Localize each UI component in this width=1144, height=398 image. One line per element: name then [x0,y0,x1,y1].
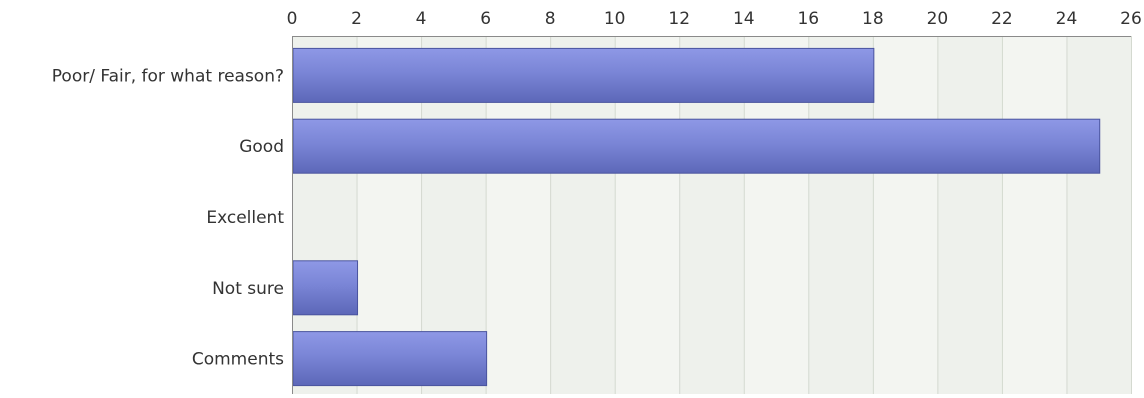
x-tick-label: 10 [604,9,626,29]
x-tick-label: 12 [668,9,690,29]
x-tick-label: 8 [545,9,556,29]
x-tick-label: 16 [797,9,819,29]
x-axis-tick-labels: 0 2 4 6 8 10 12 14 16 18 20 22 24 26 [287,9,1142,29]
category-label: Good [239,137,284,157]
axes-group [292,36,1131,394]
category-label: Not sure [212,279,284,299]
x-tick-label: 6 [480,9,491,29]
x-tick-label: 22 [991,9,1013,29]
bar [292,260,359,316]
x-tick-label: 20 [927,9,949,29]
bars-group [292,47,1101,387]
x-tick-label: 14 [733,9,755,29]
x-tick-label: 0 [287,9,298,29]
category-label: Excellent [206,208,284,228]
category-label: Comments [192,350,284,370]
bar [292,118,1101,174]
x-tick-label: 24 [1056,9,1078,29]
x-tick-label: 2 [351,9,362,29]
plot-band [872,36,938,394]
y-axis-category-labels: Poor/ Fair, for what reason? Good Excellen… [52,66,285,369]
category-label: Poor/ Fair, for what reason? [52,66,284,86]
plot-band [1001,36,1067,394]
x-tick-label: 4 [416,9,427,29]
x-tick-label: 26 [1120,9,1142,29]
x-tick-label: 18 [862,9,884,29]
bar [292,47,875,103]
bar [292,331,488,387]
